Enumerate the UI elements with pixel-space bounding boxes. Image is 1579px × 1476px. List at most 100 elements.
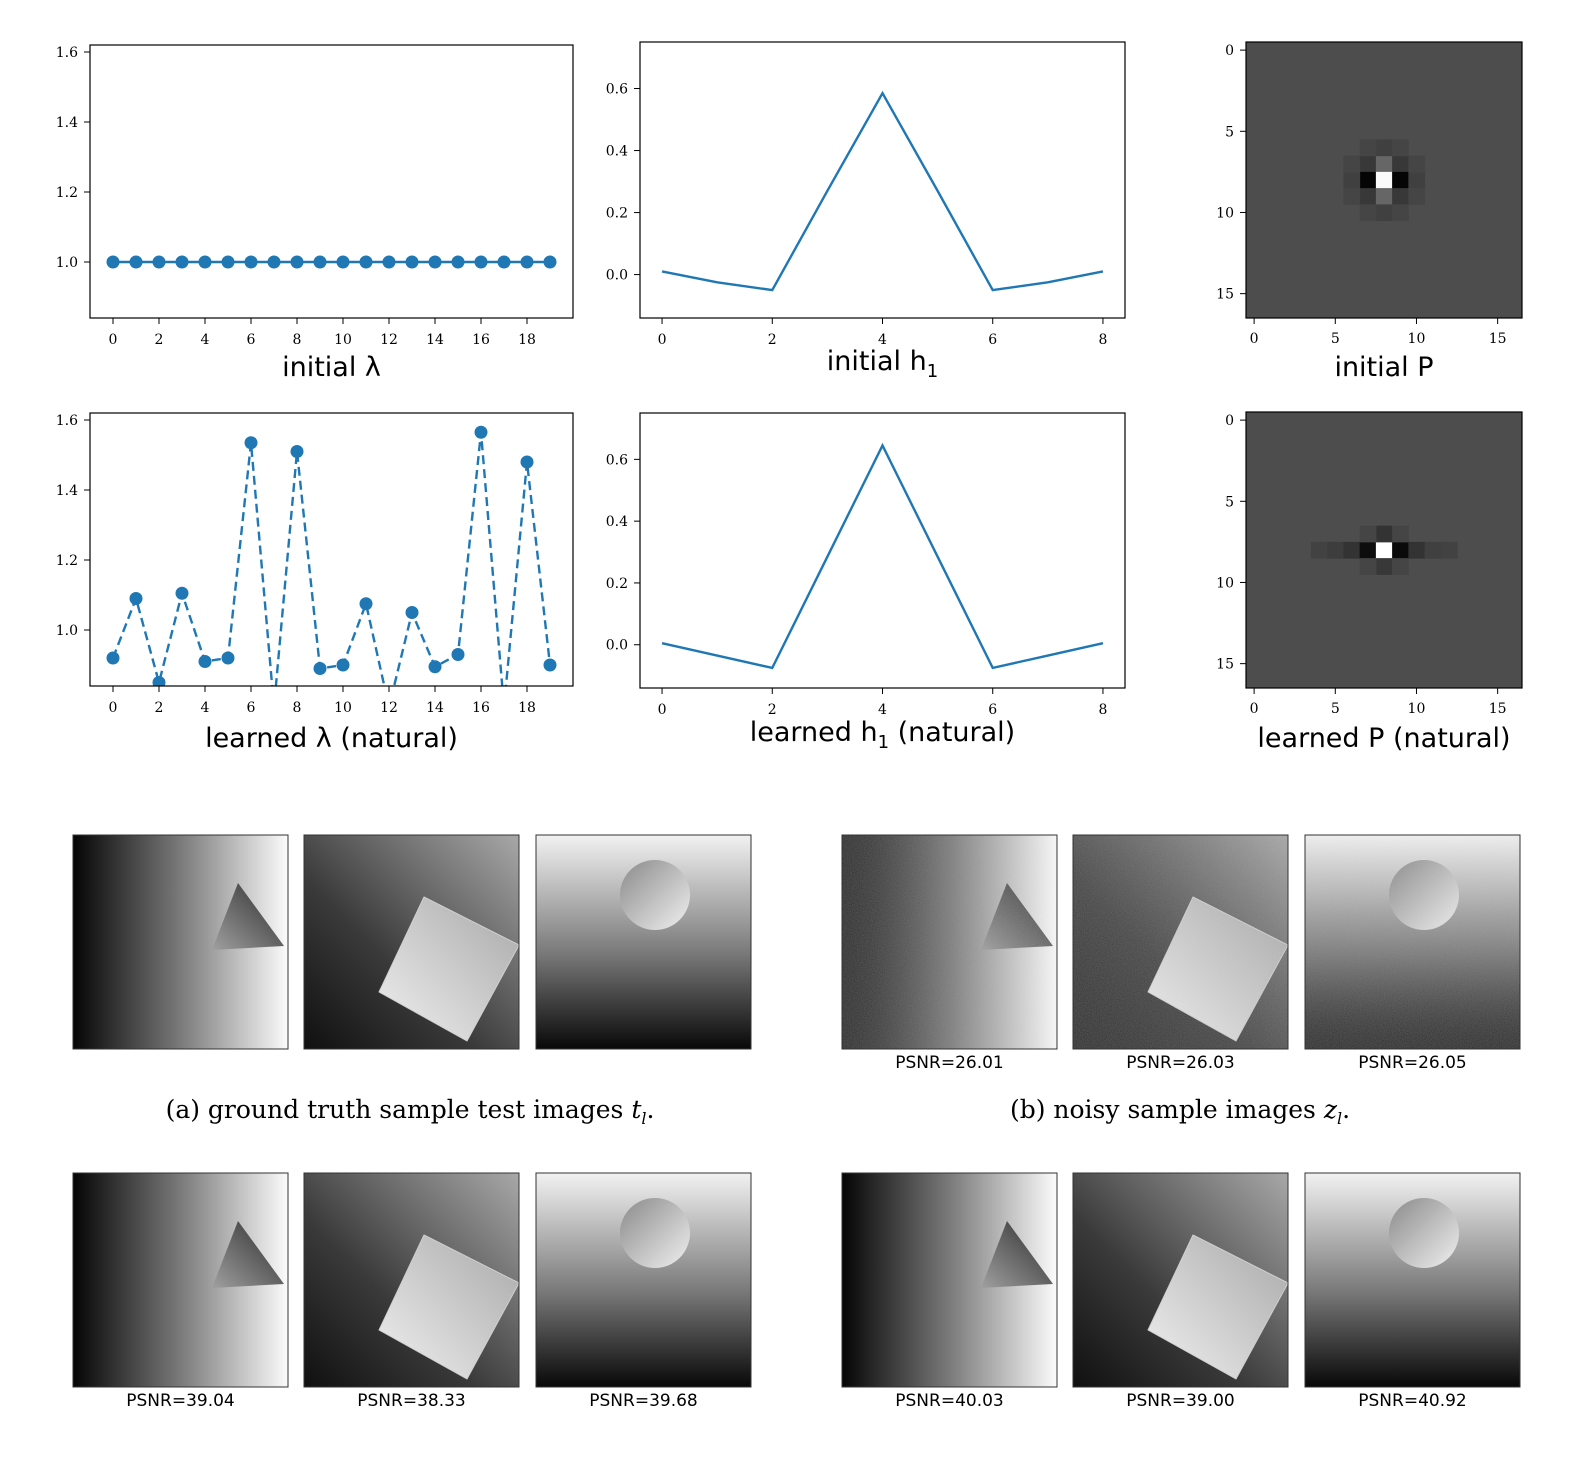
- sample-image-denoised_a: PSNR=39.04: [72, 1172, 289, 1411]
- sample-image-ground_truth: [535, 834, 752, 1050]
- data-point: [152, 676, 166, 686]
- sample-image-noisy: PSNR=26.01: [841, 834, 1058, 1073]
- axes-frame: [1245, 411, 1523, 689]
- heatmap-cell: [1392, 155, 1409, 173]
- image-frame: [841, 834, 1058, 1050]
- sample-image-denoised_b: PSNR=40.92: [1304, 1172, 1521, 1411]
- data-point: [313, 662, 327, 675]
- y-tick-label: 1.6: [56, 45, 78, 61]
- image-content: [1073, 1173, 1289, 1387]
- y-tick-label: 0.0: [606, 268, 628, 284]
- image-frame: [535, 834, 752, 1050]
- heatmap-cell: [1392, 171, 1409, 189]
- image-content: [842, 1173, 1057, 1387]
- image-content: [1073, 835, 1289, 1049]
- heatmap-cell: [1343, 155, 1361, 173]
- y-tick-label: 15: [1216, 287, 1234, 303]
- heatmap-cell: [1359, 171, 1377, 189]
- triangle-shape: [981, 1221, 1053, 1288]
- data-point: [268, 701, 281, 714]
- heatmap-cell: [1375, 525, 1393, 543]
- x-tick-label: 18: [518, 332, 536, 348]
- x-tick-label: 18: [518, 700, 536, 716]
- image-frame: [303, 1172, 520, 1388]
- heatmap-cell: [1392, 558, 1409, 575]
- heatmap-cell: [1359, 204, 1377, 222]
- data-point: [428, 255, 442, 269]
- x-tick-label: 0: [109, 332, 118, 348]
- x-tick-label: 8: [1098, 702, 1107, 718]
- image-content: [1305, 1173, 1520, 1387]
- series-line: [661, 442, 1104, 670]
- x-tick-label: 6: [988, 702, 997, 718]
- circle-shape: [1389, 1198, 1459, 1268]
- caption-b: (b) noisy sample images zl.: [1010, 1095, 1350, 1128]
- heatmap-cell: [1327, 541, 1344, 559]
- heatmap-cell: [1359, 139, 1377, 157]
- image-frame: [1304, 1172, 1521, 1388]
- x-tick-label: 10: [1408, 701, 1426, 717]
- x-tick-label: 6: [247, 332, 256, 348]
- data-point: [336, 658, 350, 672]
- panel-learned_lambda: 0 2 4 6 8 10 12 14 16 18 1.0 1.2 1.4 1.6 learned λ (na…: [56, 412, 574, 754]
- x-tick-label: 6: [988, 332, 997, 348]
- data-point: [175, 586, 189, 600]
- heatmap-cell: [1408, 171, 1426, 189]
- x-tick-label: 8: [293, 332, 302, 348]
- data-point: [106, 651, 120, 665]
- data-point: [359, 597, 373, 611]
- x-tick-label: 10: [334, 700, 352, 716]
- x-tick-label: 10: [334, 332, 352, 348]
- axes-frame: [639, 412, 1126, 689]
- heatmap-cell: [1408, 541, 1426, 559]
- psnr-label: PSNR=38.33: [357, 1391, 465, 1411]
- sample-image-denoised_a: PSNR=38.33: [303, 1172, 520, 1411]
- y-tick-label: 1.0: [56, 255, 78, 271]
- psnr-label: PSNR=40.03: [895, 1391, 1003, 1411]
- sample-image-noisy: PSNR=26.05: [1304, 834, 1521, 1073]
- data-point: [267, 255, 281, 269]
- x-tick-label: 5: [1331, 701, 1340, 717]
- x-tick-label: 2: [768, 702, 777, 718]
- panel-initial_P: 0 5 10 15 0 5 10 15 initial P: [1216, 41, 1523, 383]
- x-tick-label: 4: [201, 332, 210, 348]
- image-content: [1305, 835, 1520, 1049]
- panel-learned_P: 0 5 10 15 0 5 10 15 learned P (natural): [1216, 411, 1523, 754]
- square-shape: [378, 896, 520, 1042]
- data-point: [359, 255, 373, 269]
- caption-a: (a) ground truth sample test images tl.: [166, 1095, 655, 1128]
- x-axis-label: initial h1: [827, 346, 938, 382]
- image-frame: [1304, 834, 1521, 1050]
- data-point: [198, 655, 212, 668]
- series-line: [111, 432, 552, 686]
- heatmap-cell: [1375, 541, 1393, 559]
- data-point: [474, 425, 488, 439]
- y-tick-label: 5: [1225, 494, 1234, 510]
- y-tick-label: 10: [1216, 205, 1234, 221]
- psnr-label: PSNR=39.00: [1126, 1391, 1234, 1411]
- data-point: [428, 660, 442, 674]
- panel-initial_h1: 0 2 4 6 8 0.0 0.2 0.4 0.6 initial h1: [606, 41, 1126, 382]
- heatmap-cell: [1392, 541, 1409, 559]
- x-tick-label: 8: [1098, 332, 1107, 348]
- plot-area: [661, 90, 1104, 292]
- x-axis-label: learned λ (natural): [205, 723, 458, 754]
- axes-frame: [89, 412, 574, 687]
- circle-shape: [1389, 860, 1459, 930]
- data-point: [129, 592, 143, 605]
- data-point: [221, 651, 235, 665]
- image-content: [536, 1173, 751, 1387]
- x-tick-label: 12: [380, 700, 398, 716]
- x-tick-label: 2: [155, 700, 164, 716]
- heatmap-cell: [1424, 541, 1442, 559]
- y-tick-label: 0.6: [606, 452, 628, 468]
- y-tick-label: 1.2: [56, 553, 78, 569]
- data-point: [382, 255, 396, 269]
- psnr-label: PSNR=26.05: [1358, 1053, 1466, 1073]
- heatmap-cell: [1392, 204, 1409, 222]
- heatmap-cell: [1359, 541, 1377, 559]
- image-content: [304, 835, 520, 1049]
- data-point: [520, 455, 534, 469]
- x-tick-label: 8: [293, 700, 302, 716]
